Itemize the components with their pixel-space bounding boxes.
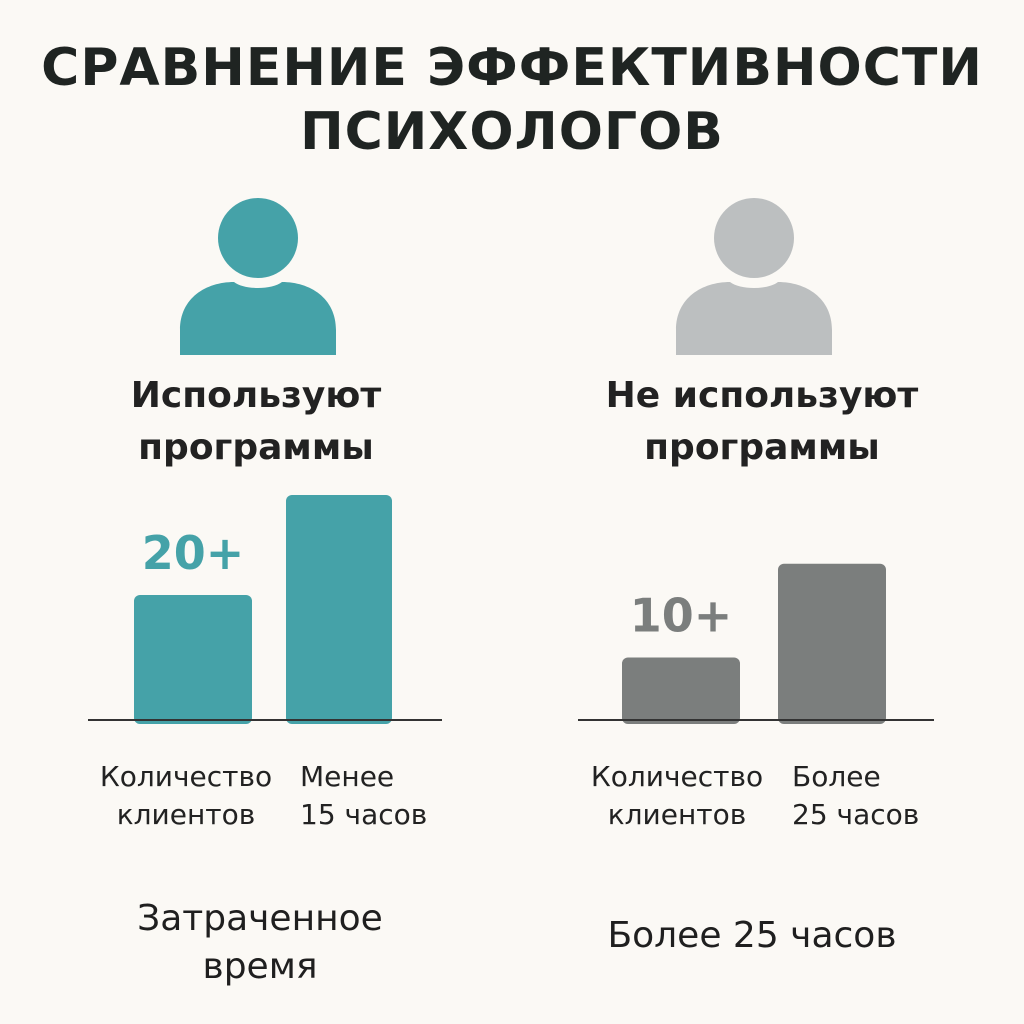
chart-title: СРАВНЕНИЕ ЭФФЕКТИВНОСТИ ПСИХОЛОГОВ	[0, 36, 1024, 164]
title-line-2: ПСИХОЛОГОВ	[300, 102, 724, 162]
person-icon	[180, 198, 336, 355]
footer-label-not-uses: Более 25 часов	[607, 915, 897, 956]
data-label: 10+	[630, 589, 733, 643]
group-label-uses: Используют программы	[0, 370, 512, 474]
bar-clients	[134, 595, 252, 724]
category-label-time: Более 25 часов	[792, 760, 920, 831]
person-icon	[676, 198, 832, 355]
category-label-clients: Количество клиентов	[99, 760, 273, 831]
panel-uses-programs: Используют программы 20+ Количество клие…	[0, 190, 512, 1024]
group-label-line-1: Не используют	[605, 375, 919, 416]
data-label: 20+	[142, 526, 245, 580]
category-label-time: Менее 15 часов	[300, 760, 428, 831]
bar-chart-uses: 20+	[88, 495, 442, 724]
bar-chart-not-uses: 10+	[578, 563, 934, 724]
bar-time	[286, 495, 392, 724]
group-label-line-1: Используют	[130, 375, 382, 416]
footer-label-uses: Затраченное время	[137, 898, 383, 987]
panel-not-uses-programs: Не используют программы 10+ Количество к…	[512, 190, 1024, 1024]
bar-clients	[622, 657, 740, 724]
bar-time	[778, 563, 886, 724]
title-line-1: СРАВНЕНИЕ ЭФФЕКТИВНОСТИ	[41, 38, 983, 98]
group-label-line-2: программы	[644, 427, 880, 468]
group-label-line-2: программы	[138, 427, 374, 468]
category-label-clients: Количество клиентов	[590, 760, 764, 831]
group-label-not-uses: Не используют программы	[512, 370, 1024, 474]
